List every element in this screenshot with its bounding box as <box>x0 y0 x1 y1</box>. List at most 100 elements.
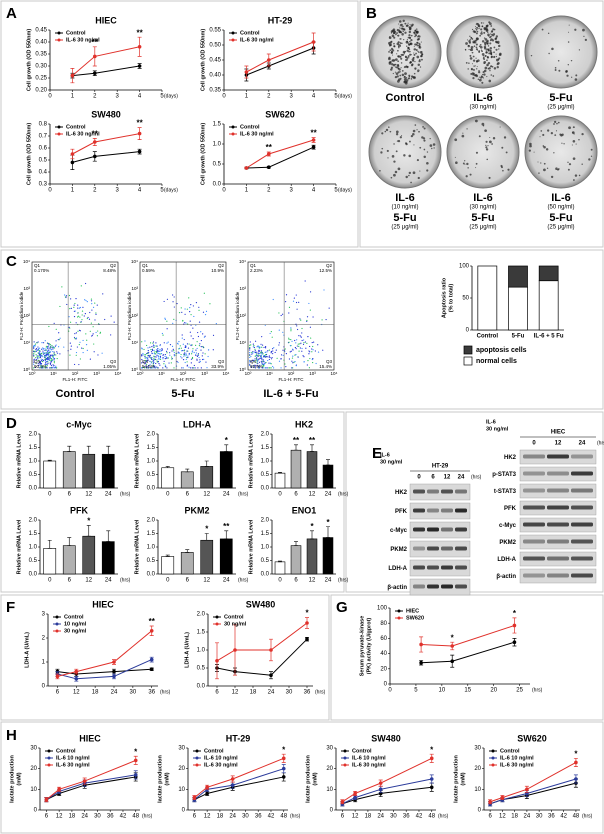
flow-event <box>37 341 39 343</box>
flow-event <box>34 366 36 369</box>
flow-event <box>312 316 314 318</box>
flow-event <box>189 320 191 322</box>
colony <box>414 67 417 70</box>
flow-event <box>79 316 81 318</box>
flow-event <box>164 364 167 366</box>
legend-label: IL-6 30 ng/ml <box>204 762 238 768</box>
series-line <box>216 638 308 676</box>
y-tick-label: 1.5 <box>261 531 270 537</box>
x-tick-label: 0 <box>48 492 52 498</box>
flow-event <box>188 297 190 299</box>
legend-label: normal cells <box>476 358 517 365</box>
flow-event <box>289 345 292 347</box>
flow-event <box>158 357 160 359</box>
data-point <box>512 640 517 644</box>
flow-event <box>173 350 175 352</box>
flow-event <box>249 361 251 363</box>
colony <box>488 35 490 37</box>
x-tick-label: 0 <box>278 492 282 498</box>
legend-marker <box>195 763 199 767</box>
flow-event <box>292 300 295 302</box>
y-tick-label: 1.0 <box>147 545 156 551</box>
colony <box>396 42 400 46</box>
flow-event <box>190 303 192 306</box>
x-tick-label: 30 <box>130 690 137 696</box>
flow-event <box>258 361 261 363</box>
colony <box>495 35 499 38</box>
colony <box>406 38 408 41</box>
flow-event <box>178 352 180 354</box>
flow-event <box>52 356 54 359</box>
x-tick-label: Control <box>477 334 499 340</box>
flow-event <box>296 345 298 347</box>
flow-event <box>84 313 86 315</box>
flow-event <box>38 355 40 357</box>
flow-event <box>53 351 55 353</box>
colony <box>476 66 478 68</box>
flow-event <box>56 352 59 354</box>
bar-segment <box>538 280 559 331</box>
flow-event <box>50 355 52 357</box>
flow-event <box>203 292 205 294</box>
flow-event <box>290 338 292 341</box>
data-point <box>230 777 235 781</box>
flow-event <box>56 351 58 353</box>
y-tick-label: 0 <box>466 328 470 334</box>
colony <box>404 55 407 58</box>
flow-event <box>46 365 48 367</box>
colony <box>397 139 401 143</box>
flow-event <box>190 362 192 364</box>
legend-label: IL-6 10 ng/ml <box>56 755 90 761</box>
flow-event <box>53 359 55 361</box>
error-bar <box>294 541 298 546</box>
flow-event <box>289 351 291 353</box>
flow-event <box>269 332 271 335</box>
colony <box>571 76 573 78</box>
flow-event <box>146 344 148 347</box>
panel-label: C <box>6 253 17 270</box>
colony <box>432 143 436 146</box>
flow-event <box>293 297 295 299</box>
flow-event <box>302 343 305 345</box>
colony <box>487 145 489 147</box>
flow-tick: 10⁰ <box>137 371 144 376</box>
colony <box>550 132 554 135</box>
colony <box>574 78 578 81</box>
flow-tick: 10² <box>23 313 30 318</box>
significance-mark: * <box>430 745 434 754</box>
flow-event <box>196 359 198 361</box>
flow-event <box>273 347 275 349</box>
flow-event <box>256 359 258 361</box>
flow-event <box>53 354 56 356</box>
flow-tick: 10¹ <box>266 371 273 376</box>
x-unit: (hrs) <box>120 577 131 583</box>
flow-event <box>39 363 41 365</box>
colony <box>412 60 414 62</box>
y-tick-label: 1.0 <box>213 142 222 148</box>
flow-event <box>301 332 303 334</box>
quadrant-label: 15.4% <box>319 364 332 369</box>
colony <box>399 38 401 40</box>
flow-event <box>208 349 210 351</box>
flow-event <box>254 358 256 360</box>
protein-label: LDH-A <box>388 566 407 572</box>
flow-event <box>66 303 68 306</box>
flow-event <box>275 349 277 351</box>
flow-event <box>151 346 153 348</box>
flow-event <box>199 359 201 361</box>
legend-marker <box>57 38 61 42</box>
colony <box>490 25 493 27</box>
colony <box>408 30 412 34</box>
flow-tick: 10² <box>239 313 246 318</box>
colony <box>565 70 568 73</box>
flow-tick: 10⁰ <box>29 371 36 376</box>
time-label: 0 <box>417 475 421 481</box>
series-line <box>194 776 284 801</box>
colony <box>483 58 485 61</box>
flow-event <box>33 345 35 348</box>
colony <box>389 36 391 38</box>
series-line <box>342 757 432 803</box>
colony <box>417 176 420 180</box>
flow-event <box>312 361 314 364</box>
